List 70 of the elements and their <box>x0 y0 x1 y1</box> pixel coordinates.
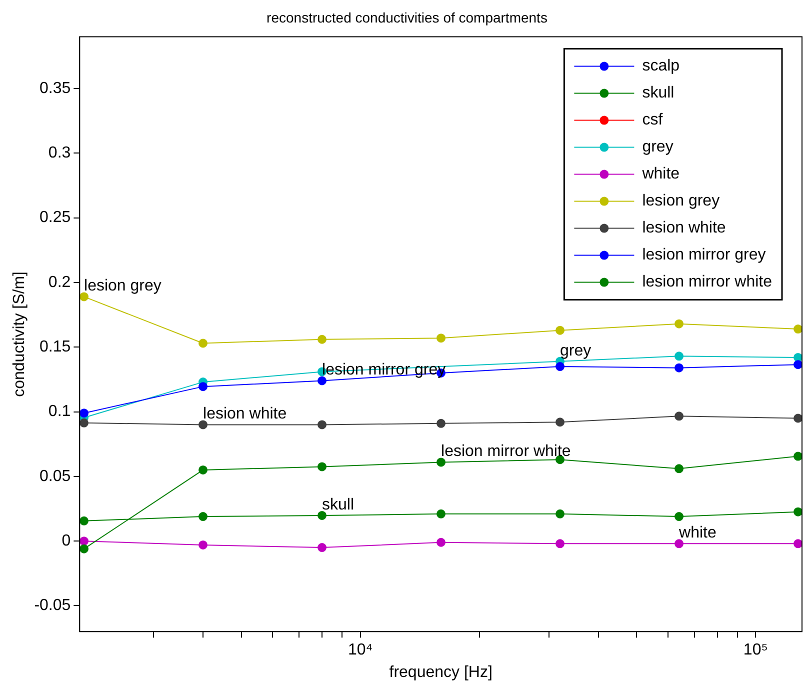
point <box>436 509 446 518</box>
y-tick-label: 0.2 <box>48 274 71 291</box>
point <box>556 326 565 335</box>
legend-label: white <box>641 166 680 183</box>
y-tick-label: 0.15 <box>40 338 71 356</box>
point <box>794 507 802 516</box>
point <box>198 420 208 430</box>
annotation: white <box>678 524 716 542</box>
point <box>674 319 684 328</box>
point <box>794 452 802 461</box>
y-tick-label: 0.25 <box>40 209 71 226</box>
point <box>80 536 89 546</box>
y-tick-label: 0.35 <box>40 80 71 97</box>
legend-label: skull <box>642 84 674 102</box>
point <box>80 418 89 428</box>
point <box>674 352 684 361</box>
point <box>318 376 327 386</box>
y-tick-label: 0 <box>62 532 71 550</box>
annotation: skull <box>322 496 354 514</box>
legend-label: lesion mirror white <box>642 274 772 291</box>
point <box>198 512 208 522</box>
point <box>794 539 802 548</box>
annotation: lesion grey <box>84 278 162 295</box>
y-tick-label: -0.05 <box>34 597 71 614</box>
y-axis-title: conductivity [S/m] <box>11 272 28 397</box>
point <box>318 334 327 344</box>
point <box>794 360 802 370</box>
legend-label: lesion white <box>642 220 726 237</box>
point <box>80 516 89 526</box>
annotation: grey <box>560 342 592 360</box>
point <box>198 338 208 348</box>
x-tick-label: 10⁴ <box>348 642 373 659</box>
point <box>318 543 327 552</box>
point <box>436 538 446 547</box>
point <box>436 334 446 343</box>
legend-label: lesion grey <box>642 192 720 210</box>
legend-label: lesion mirror grey <box>642 246 766 264</box>
y-tick-label: 0.3 <box>48 144 71 162</box>
point <box>674 539 684 548</box>
point <box>318 462 327 472</box>
point <box>436 458 446 467</box>
point <box>80 292 89 302</box>
legend-label: grey <box>642 138 674 156</box>
point <box>674 464 684 474</box>
point <box>198 382 208 392</box>
point <box>80 544 89 554</box>
annotation: lesion mirror white <box>441 443 571 460</box>
y-tick-label: 0.1 <box>48 403 71 420</box>
point <box>436 418 446 428</box>
chart-title: reconstructed conductivities of compartments <box>266 9 548 26</box>
point <box>794 414 802 423</box>
point <box>794 324 802 334</box>
y-tick-label: 0.05 <box>40 468 71 485</box>
point <box>318 420 327 430</box>
x-tick-label: 10⁵ <box>743 642 768 659</box>
point <box>556 509 565 518</box>
point <box>556 362 565 372</box>
x-axis-title: frequency [Hz] <box>389 664 492 681</box>
point <box>674 512 684 522</box>
point <box>556 539 565 548</box>
point <box>674 363 684 372</box>
point <box>80 408 89 418</box>
point <box>674 412 684 421</box>
legend-label: scalp <box>642 58 680 75</box>
legend-label: csf <box>642 112 664 129</box>
point <box>318 510 327 520</box>
point <box>556 418 565 427</box>
annotation: lesion white <box>203 406 287 423</box>
point <box>198 540 208 550</box>
point <box>198 465 208 474</box>
